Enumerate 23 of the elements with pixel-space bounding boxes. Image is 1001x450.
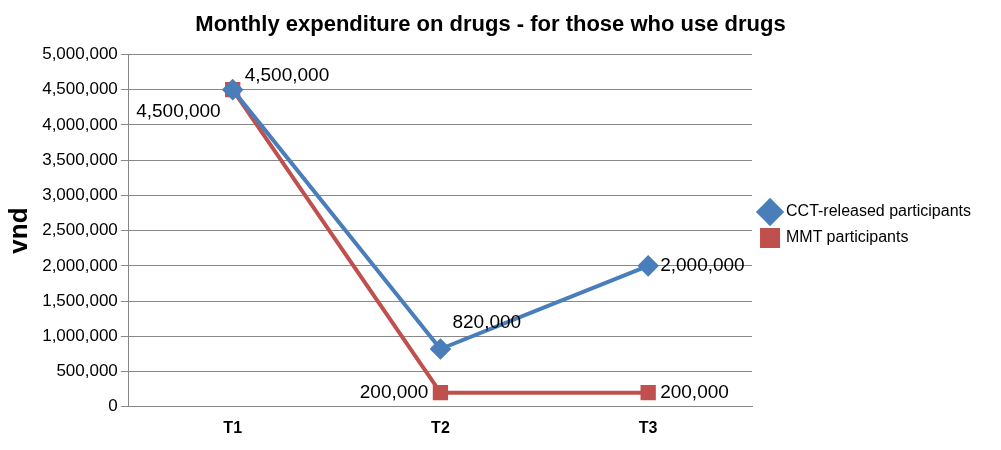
- data-label: 4,500,000: [244, 63, 330, 85]
- y-tick-label: 1,000,000: [42, 326, 118, 346]
- legend-label: MMT participants: [786, 228, 909, 246]
- x-tick-label: T1: [223, 418, 243, 436]
- legend-label: CCT-released participants: [786, 202, 971, 220]
- y-tick-label: 2,000,000: [42, 255, 118, 275]
- data-label: 200,000: [359, 380, 429, 402]
- chart-title: Monthly expenditure on drugs - for those who use drugs: [195, 11, 786, 37]
- y-tick-label: 4,500,000: [42, 79, 118, 99]
- y-tick-label: 1,500,000: [42, 290, 118, 310]
- data-label: 200,000: [660, 380, 729, 402]
- y-tick-label: 0: [108, 396, 118, 416]
- y-tick-label: 5,000,000: [42, 44, 118, 64]
- y-tick-label: 3,000,000: [42, 185, 118, 205]
- y-tick-label: 500,000: [56, 361, 118, 381]
- y-tick-label: 4,000,000: [42, 114, 118, 134]
- y-tick-label: 2,500,000: [42, 220, 118, 240]
- x-tick-label: T3: [638, 418, 658, 436]
- y-tick-label: 3,500,000: [42, 149, 118, 169]
- x-tick-label: T2: [431, 418, 450, 436]
- y-axis-title: vnd: [2, 207, 33, 254]
- data-label: 4,500,000: [136, 99, 221, 121]
- data-label: 2,000,000: [660, 254, 745, 276]
